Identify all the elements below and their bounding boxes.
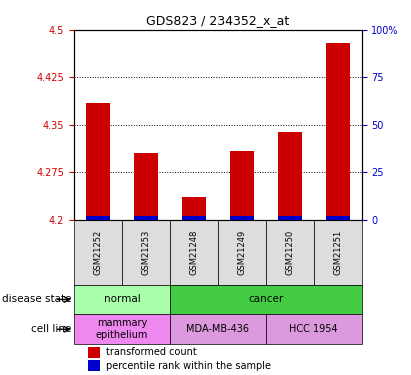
FancyBboxPatch shape [74, 285, 170, 314]
Bar [326, 43, 350, 220]
Bar [88, 347, 100, 358]
FancyBboxPatch shape [170, 314, 266, 344]
Text: GSM21252: GSM21252 [93, 230, 102, 275]
Text: HCC 1954: HCC 1954 [289, 324, 338, 334]
Text: GSM21249: GSM21249 [237, 230, 246, 275]
Bar [326, 216, 350, 220]
Text: cell line: cell line [31, 324, 72, 334]
Text: GSM21250: GSM21250 [285, 230, 294, 275]
FancyBboxPatch shape [74, 220, 122, 285]
Text: cancer: cancer [248, 294, 284, 304]
Bar [278, 216, 302, 220]
Bar [88, 360, 100, 371]
FancyBboxPatch shape [218, 220, 266, 285]
FancyBboxPatch shape [170, 285, 362, 314]
FancyBboxPatch shape [314, 220, 362, 285]
Text: GSM21251: GSM21251 [333, 230, 342, 275]
Text: MDA-MB-436: MDA-MB-436 [186, 324, 249, 334]
FancyBboxPatch shape [266, 314, 362, 344]
Bar [134, 153, 158, 220]
Bar [278, 132, 302, 220]
Bar [182, 198, 206, 220]
FancyBboxPatch shape [170, 220, 218, 285]
Bar [230, 152, 254, 220]
Text: GSM21248: GSM21248 [189, 230, 199, 275]
FancyBboxPatch shape [122, 220, 170, 285]
Bar [182, 216, 206, 220]
Bar [86, 103, 110, 220]
Title: GDS823 / 234352_x_at: GDS823 / 234352_x_at [146, 15, 289, 27]
FancyBboxPatch shape [266, 220, 314, 285]
Bar [230, 216, 254, 220]
Bar [86, 216, 110, 220]
Text: transformed count: transformed count [106, 347, 196, 357]
Bar [134, 216, 158, 220]
FancyBboxPatch shape [74, 314, 170, 344]
Text: disease state: disease state [2, 294, 72, 304]
Text: normal: normal [104, 294, 140, 304]
Text: percentile rank within the sample: percentile rank within the sample [106, 361, 270, 371]
Text: mammary
epithelium: mammary epithelium [96, 318, 148, 340]
Text: GSM21253: GSM21253 [141, 230, 150, 275]
